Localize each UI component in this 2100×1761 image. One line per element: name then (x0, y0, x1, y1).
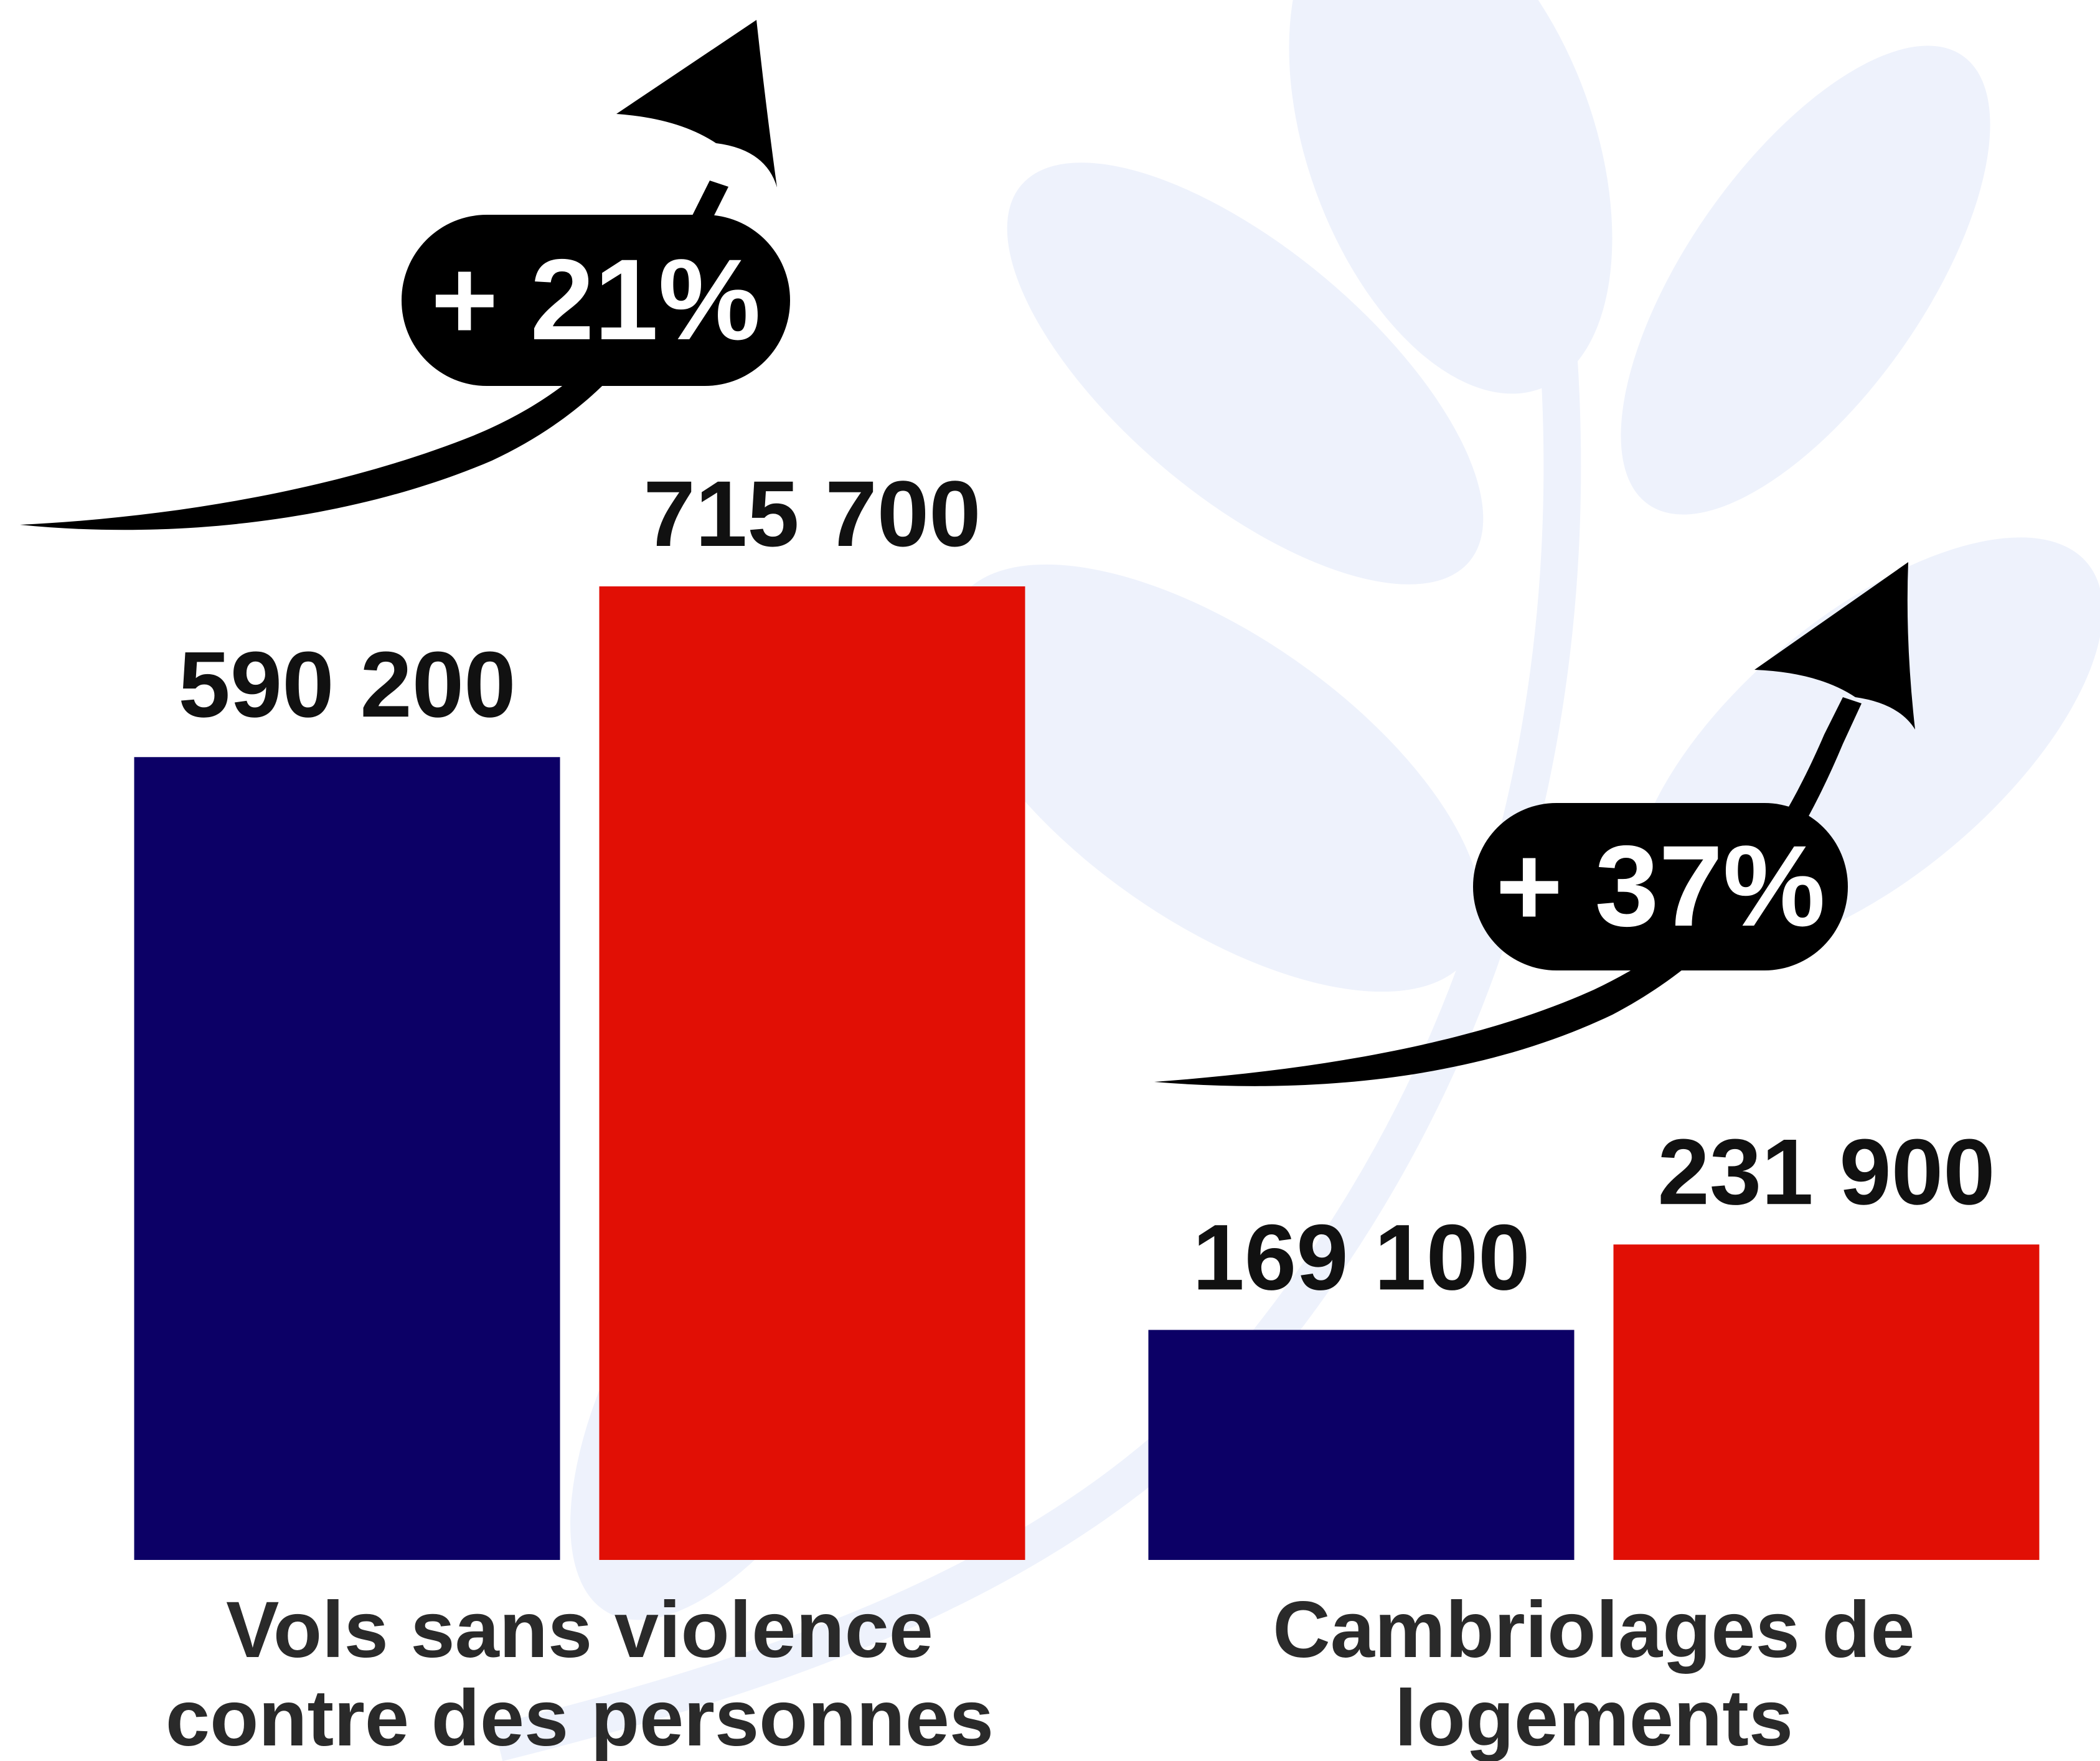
annotation-pill (402, 215, 790, 386)
category-label: Cambriolages de logements (1273, 1585, 1915, 1761)
bar (1148, 1330, 1575, 1560)
bar (1613, 1244, 2040, 1560)
value-label: 231 900 (1657, 1119, 1995, 1224)
value-label: 169 100 (1192, 1205, 1530, 1309)
bar (134, 757, 560, 1560)
value-label: 590 200 (178, 632, 516, 736)
bar (599, 586, 1025, 1560)
value-label: 715 700 (643, 461, 981, 566)
category-label: Vols sans violence contre des personnes (165, 1585, 994, 1761)
annotation: + 37% (1495, 822, 1825, 951)
trend-arrow (20, 20, 1915, 1086)
annotation-pill (1473, 803, 1848, 970)
annotation: + 21% (431, 236, 761, 364)
